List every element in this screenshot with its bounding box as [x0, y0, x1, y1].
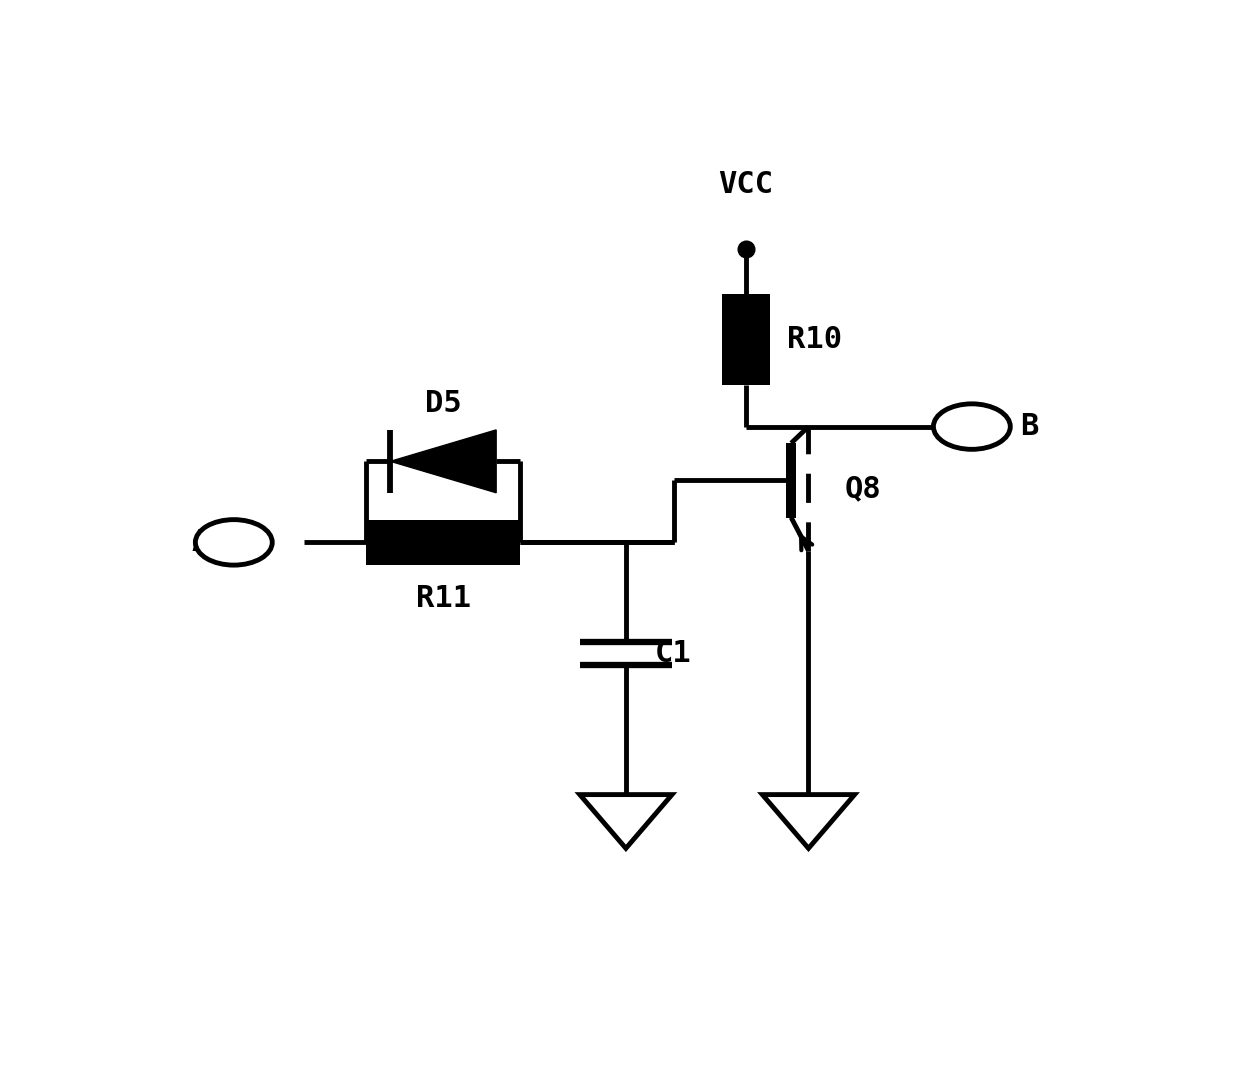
Ellipse shape — [934, 404, 1011, 449]
Polygon shape — [580, 795, 672, 848]
Text: R11: R11 — [415, 584, 471, 613]
Text: R10: R10 — [787, 325, 842, 354]
Text: B: B — [1019, 412, 1038, 441]
Bar — [367, 520, 521, 565]
Bar — [722, 294, 770, 386]
Text: C1: C1 — [655, 639, 692, 668]
Text: A: A — [191, 527, 210, 557]
Polygon shape — [391, 430, 496, 493]
Text: D5: D5 — [425, 389, 461, 418]
Text: VCC: VCC — [718, 170, 774, 199]
Bar — [786, 444, 796, 518]
Ellipse shape — [196, 520, 273, 565]
Polygon shape — [763, 795, 854, 848]
Text: Q8: Q8 — [844, 474, 882, 503]
